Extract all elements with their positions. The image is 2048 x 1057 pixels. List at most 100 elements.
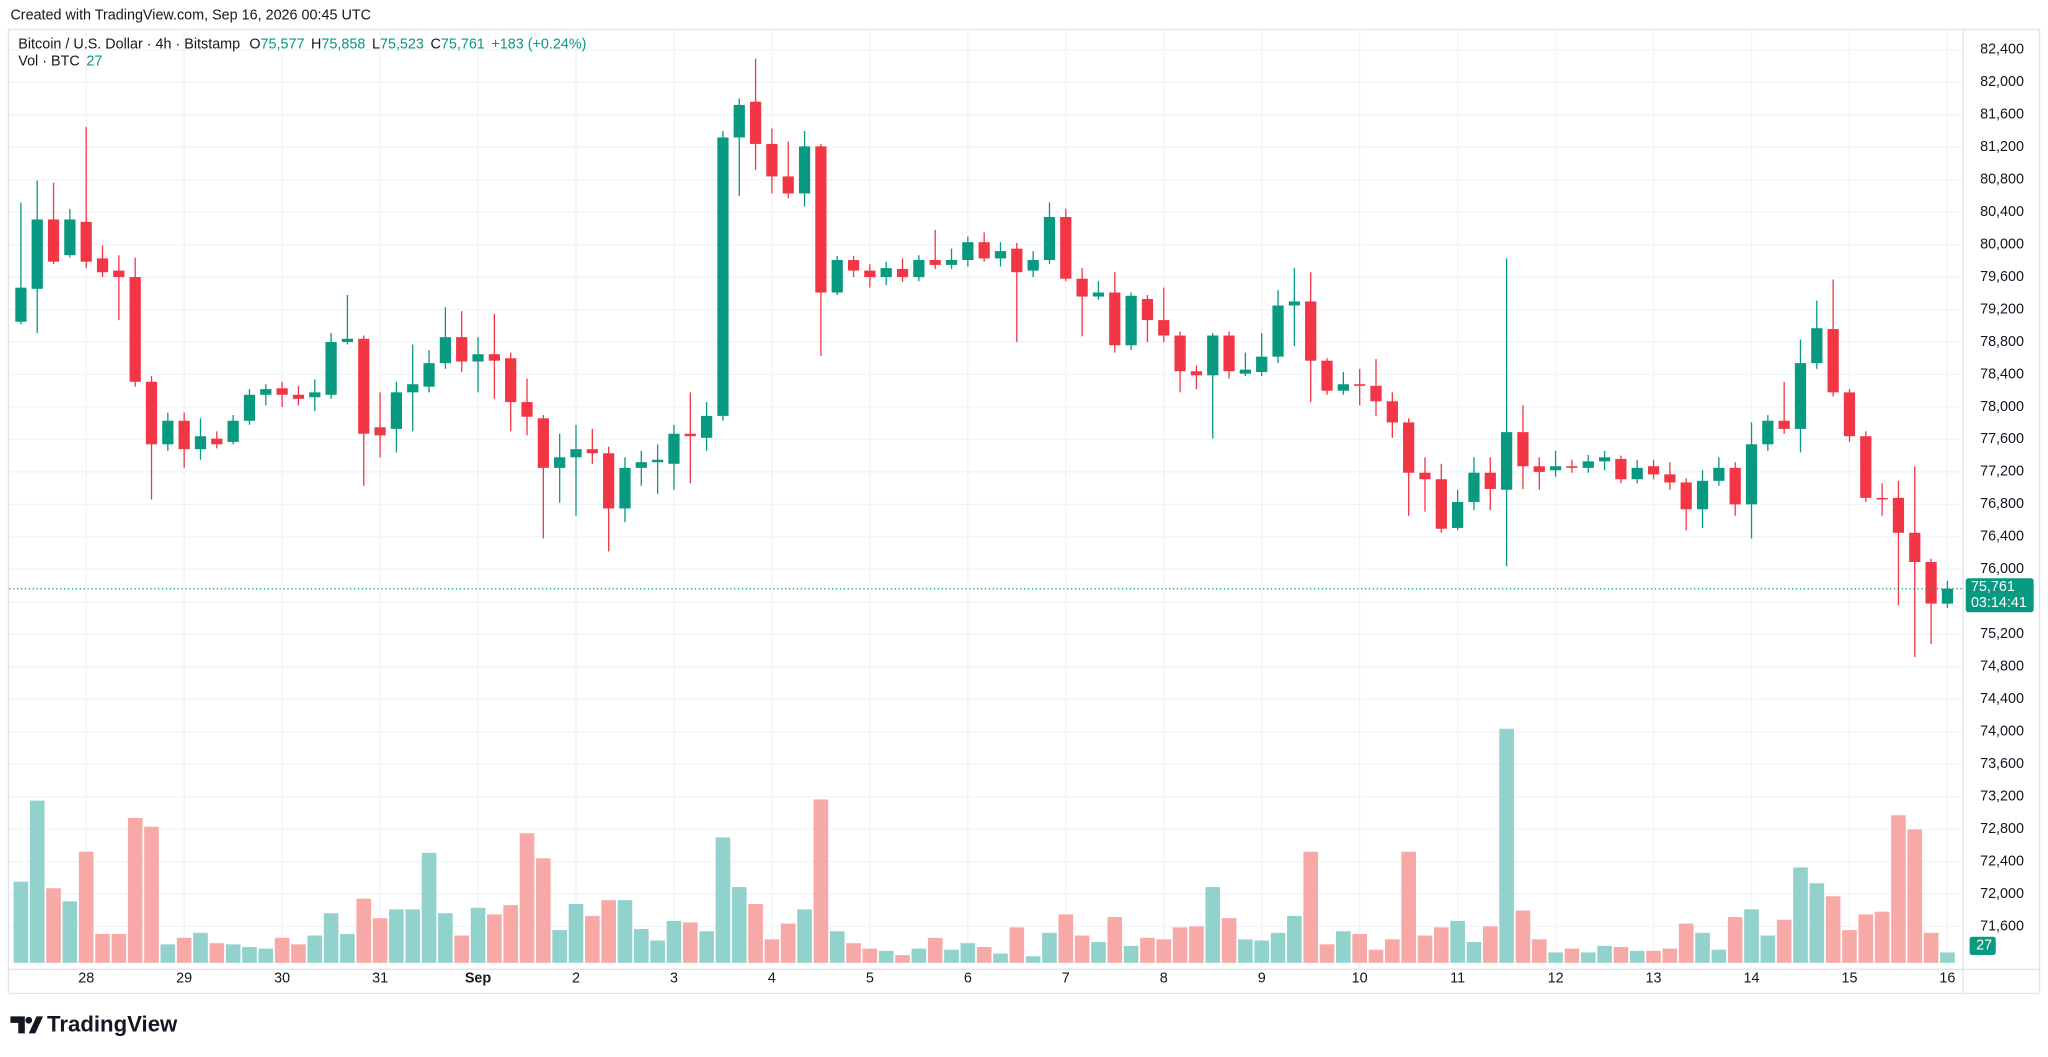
candle-body — [1696, 480, 1709, 510]
y-tick-label: 71,600 — [1980, 918, 2024, 934]
candle-body — [47, 219, 60, 262]
y-tick-label: 82,400 — [1980, 42, 2024, 58]
y-tick-label: 78,400 — [1980, 366, 2024, 382]
x-tick-label: 28 — [78, 970, 94, 986]
x-tick-label: 6 — [964, 970, 972, 986]
candle-body — [1125, 295, 1137, 346]
candle-body — [815, 146, 827, 293]
volume-bar — [340, 933, 355, 963]
candle-body — [1043, 217, 1056, 261]
candle-body — [423, 363, 435, 387]
volume-bar — [1058, 914, 1074, 963]
volume-bar — [13, 881, 29, 963]
volume-bar — [144, 826, 159, 963]
candle-body — [1909, 532, 1921, 563]
volume-value: 27 — [86, 53, 102, 69]
volume-bar — [748, 903, 763, 963]
candle-body — [1713, 467, 1725, 481]
volume-bar — [454, 935, 470, 963]
volume-bar — [1303, 851, 1319, 963]
volume-bar — [731, 887, 747, 963]
candle-body — [96, 258, 109, 273]
candle-body — [374, 427, 386, 436]
candle-body — [227, 420, 239, 442]
candle-body — [962, 242, 974, 261]
y-tick-label: 78,800 — [1980, 334, 2024, 350]
candle-body — [994, 251, 1007, 259]
volume-bar — [682, 922, 698, 963]
candle-body — [1272, 305, 1284, 357]
candle-body — [1288, 301, 1300, 306]
volume-bar — [797, 909, 812, 963]
volume-bar — [1417, 935, 1433, 963]
candle-body — [1762, 420, 1774, 445]
y-tick-label: 77,600 — [1980, 431, 2024, 447]
volume-bar — [780, 923, 796, 963]
volume-bar — [127, 817, 143, 963]
candle-body — [717, 137, 729, 416]
y-tick-label: 80,800 — [1980, 171, 2024, 187]
x-tick-label: 4 — [768, 970, 776, 986]
y-tick-label: 76,000 — [1980, 561, 2024, 577]
candle-body — [1403, 422, 1415, 473]
volume-bar — [519, 833, 535, 963]
candle-body — [1843, 392, 1856, 437]
volume-bar — [536, 858, 551, 963]
y-tick-label: 79,600 — [1980, 269, 2024, 285]
x-tick-label: 13 — [1646, 970, 1662, 986]
candle-body — [1860, 436, 1872, 498]
candle-body — [1745, 444, 1758, 505]
candle-body — [1256, 356, 1268, 373]
candle-body — [260, 389, 272, 395]
volume-bar — [193, 932, 208, 963]
volume-bar — [1858, 914, 1874, 963]
volume-bar — [1793, 867, 1808, 963]
volume-bar — [1825, 896, 1841, 963]
y-tick-label: 72,000 — [1980, 886, 2024, 902]
volume-bar — [209, 943, 225, 963]
volume-bar — [176, 937, 192, 963]
volume-bar — [258, 948, 274, 963]
candle-body — [292, 394, 305, 399]
volume-bar — [111, 933, 127, 963]
candle-body — [505, 358, 517, 403]
x-tick-label: 2 — [572, 970, 580, 986]
volume-bar — [1874, 911, 1890, 963]
volume-bar — [421, 852, 437, 963]
candle-body — [1631, 467, 1643, 480]
volume-bar — [1776, 919, 1792, 963]
candle-body — [1011, 248, 1023, 273]
candle-body — [1680, 482, 1692, 510]
candle-body — [929, 260, 941, 265]
candle-body — [1778, 420, 1790, 429]
candle-body — [1452, 501, 1464, 528]
candle-body — [472, 354, 484, 362]
volume-bar — [1727, 917, 1743, 963]
y-tick-label: 81,200 — [1980, 139, 2024, 155]
ohlc-letter: L — [372, 36, 380, 52]
candle-body — [1549, 466, 1562, 471]
brand-logo: TradingView — [10, 1011, 178, 1036]
volume-bar — [242, 947, 257, 963]
candle-body — [390, 392, 403, 429]
volume-bar — [585, 915, 600, 963]
volume-bar — [1319, 944, 1335, 963]
volume-layer — [13, 728, 1955, 963]
volume-bar — [650, 940, 665, 963]
volume-bar — [666, 920, 682, 963]
candle-body — [1533, 466, 1545, 472]
ohlc-letter: C — [431, 36, 441, 52]
candle-body — [1076, 278, 1088, 297]
y-tick-label: 72,800 — [1980, 821, 2024, 837]
candle-body — [554, 457, 566, 468]
candle-body — [619, 467, 631, 509]
candle-body — [325, 342, 337, 395]
candle-body — [1305, 301, 1317, 361]
candle-body — [358, 338, 370, 434]
volume-bar — [1270, 932, 1286, 963]
volume-bar — [487, 914, 502, 963]
candle-body — [913, 260, 925, 278]
candle-body — [1190, 371, 1203, 376]
x-tick-label: 9 — [1258, 970, 1266, 986]
